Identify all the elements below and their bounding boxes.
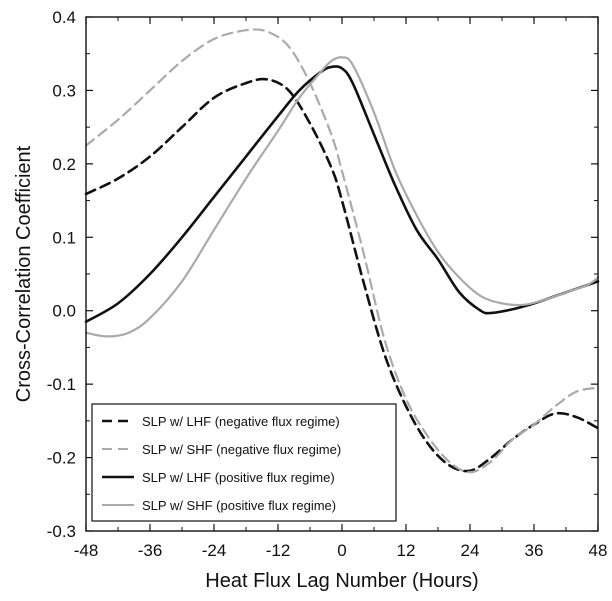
series-line-1	[84, 77, 600, 473]
y-tick-label: 0.3	[52, 81, 76, 100]
y-tick-label: -0.1	[47, 375, 76, 394]
x-axis: -48 -36 -24 -12 0 12 24 36 48	[74, 17, 608, 560]
x-tick-label: -12	[266, 541, 291, 560]
y-tick-label: 0.0	[52, 302, 76, 321]
legend: SLP w/ LHF (negative flux regime) SLP w/ …	[91, 403, 397, 522]
x-tick-label: 24	[461, 541, 480, 560]
y-tick-label: -0.3	[47, 522, 76, 541]
y-tick-label: -0.2	[47, 449, 76, 468]
x-tick-label: -48	[74, 541, 99, 560]
x-axis-title: Heat Flux Lag Number (Hours)	[205, 570, 478, 592]
legend-label-1: SLP w/ LHF (negative flux regime)	[142, 414, 340, 429]
x-tick-label: 48	[589, 541, 608, 560]
series-line-3	[84, 65, 600, 324]
legend-box	[91, 403, 397, 522]
y-tick-label: 0.2	[52, 155, 76, 174]
y-tick-label: 0.4	[52, 8, 76, 27]
x-tick-label: 36	[525, 541, 544, 560]
legend-label-4: SLP w/ SHF (positive flux regime)	[142, 498, 336, 513]
legend-label-2: SLP w/ SHF (negative flux regime)	[142, 442, 341, 457]
y-tick-label: 0.1	[52, 228, 76, 247]
x-tick-label: -36	[138, 541, 163, 560]
y-axis-title: Cross-Correlation Coefficient	[13, 145, 35, 402]
plot-area	[84, 28, 600, 474]
x-tick-label: -24	[202, 541, 227, 560]
x-tick-label: 0	[337, 541, 346, 560]
legend-label-3: SLP w/ LHF (positive flux regime)	[142, 470, 335, 485]
series-line-2	[84, 28, 600, 474]
series-line-4	[84, 56, 600, 338]
y-axis: -0.3 -0.2 -0.1 0.0 0.1 0.2 0.3 0.4	[47, 8, 598, 541]
x-tick-label: 12	[397, 541, 416, 560]
